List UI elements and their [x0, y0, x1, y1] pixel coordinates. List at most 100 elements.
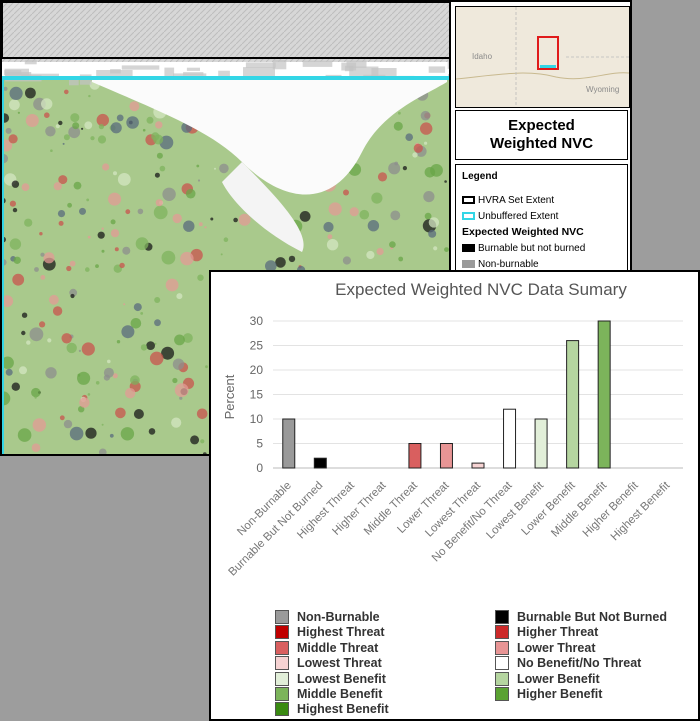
legend-label: Non-burnable	[478, 258, 539, 270]
chart-legend-label: Middle Threat	[297, 640, 379, 655]
y-tick-label: 0	[256, 461, 263, 475]
chart-legend-swatch	[495, 687, 509, 701]
map-texture-blob	[265, 260, 277, 272]
map-texture-blob	[73, 181, 82, 190]
map-texture-blob	[115, 407, 126, 419]
x-tick-label: Lowest Threat	[423, 479, 483, 539]
map-texture-blob	[59, 415, 65, 421]
map-texture-blob	[52, 306, 63, 316]
map-texture-blob	[328, 202, 342, 216]
map-texture-blob	[17, 111, 20, 114]
map-texture-blob	[423, 191, 435, 203]
map-texture-blob	[198, 222, 203, 227]
map-texture-blob	[444, 180, 447, 183]
unbuffered-extent-outline	[2, 76, 449, 454]
chart-legend-label: Highest Benefit	[297, 702, 389, 717]
map-texture-blob	[101, 249, 105, 253]
chart-legend-item: Highest Benefit	[275, 702, 389, 717]
map-texture-blob	[2, 295, 14, 307]
map-texture-blob	[70, 293, 75, 299]
map-texture-blob	[174, 383, 189, 397]
map-texture-blob	[398, 256, 404, 262]
map-texture-blob	[29, 327, 44, 342]
chart-legend-swatch	[275, 610, 289, 624]
locator-label-idaho: Idaho	[472, 52, 493, 61]
hillshade-texture	[173, 73, 207, 77]
chart-legend-item: Higher Threat	[495, 625, 598, 640]
map-texture-blob	[109, 433, 114, 438]
chart-legend-label: No Benefit/No Threat	[517, 656, 642, 671]
map-texture-blob	[97, 135, 107, 144]
map-texture-blob	[394, 161, 399, 166]
x-tick-label: Highest Benefit	[609, 479, 673, 543]
chart-legend-item: Middle Benefit	[275, 687, 382, 701]
x-tick-label: Non-Burnable	[235, 480, 294, 539]
map-texture-blob	[99, 448, 107, 454]
map-texture-blob	[9, 86, 23, 100]
chart-legend-item: Middle Threat	[275, 640, 379, 655]
map-texture-blob	[39, 232, 43, 236]
chart-legend-item: Lowest Threat	[275, 656, 382, 671]
map-texture-blob	[78, 406, 85, 413]
chart-legend-swatch	[495, 625, 509, 640]
map-texture-blob	[326, 239, 339, 251]
map-texture-blob	[388, 162, 401, 175]
map-texture-blob	[155, 199, 163, 207]
hillshade-texture	[447, 60, 449, 69]
map-texture-blob	[377, 172, 388, 182]
map-texture-blob	[5, 127, 12, 134]
map-texture-blob	[148, 428, 156, 435]
chart-legend-item: Lower Threat	[495, 640, 596, 655]
map-texture-blob	[172, 358, 185, 370]
map-texture-blob	[142, 128, 146, 132]
y-tick-label: 10	[250, 412, 264, 426]
map-texture-blob	[433, 246, 438, 251]
map-texture-blob	[103, 374, 110, 381]
map-texture-blob	[11, 180, 20, 188]
map-texture-blob	[156, 152, 163, 159]
map-texture-blob	[133, 303, 142, 312]
chart-legend-label: Higher Benefit	[517, 687, 603, 701]
map-texture-blob	[31, 443, 41, 453]
legend-swatch	[462, 212, 475, 220]
map-texture-blob	[220, 253, 223, 256]
map-texture-blob	[444, 247, 449, 253]
map-texture-blob	[122, 246, 131, 255]
hillshade-texture	[346, 60, 367, 68]
bar-middle-threat	[408, 443, 422, 469]
map-texture-blob	[63, 134, 70, 141]
map-texture-blob	[24, 218, 33, 227]
map-texture-blob	[183, 333, 193, 343]
map-texture-blob	[108, 192, 122, 206]
map-texture-blob	[133, 409, 144, 419]
legend-item-non-burnable: Non-burnable	[462, 256, 621, 272]
map-texture-blob	[154, 172, 160, 178]
map-texture-blob	[146, 341, 156, 350]
legend-swatch	[462, 260, 475, 268]
locator-map[interactable]: Idaho Wyoming	[455, 6, 630, 108]
bar-no-benefit-no-threat	[503, 408, 517, 469]
map-texture-blob	[185, 188, 196, 199]
map-texture-blob	[69, 260, 76, 267]
map-texture-blob	[69, 426, 84, 441]
chart-legend-item: Lower Benefit	[495, 671, 600, 686]
map-texture-blob	[68, 126, 81, 139]
map-texture-blob	[172, 377, 178, 384]
map-texture-blob	[428, 229, 437, 238]
map-texture-blob	[389, 241, 396, 248]
map-texture-blob	[125, 209, 131, 215]
map-texture-blob	[41, 98, 53, 110]
map-texture-blob	[97, 231, 105, 239]
legend-subtitle: Expected Weighted NVC	[462, 226, 584, 238]
map-texture-blob	[61, 333, 72, 344]
map-texture-blob	[49, 294, 59, 305]
map-texture-blob	[19, 366, 27, 375]
map-texture-blob	[26, 340, 31, 345]
map-texture-blob	[44, 112, 50, 118]
map-texture-blob	[67, 202, 72, 208]
non-burnable-white-area-2	[222, 162, 304, 252]
hillshade-texture	[243, 67, 275, 78]
chart-legend-item: Non-Burnable	[275, 610, 380, 624]
map-texture-blob	[126, 116, 139, 129]
map-texture-blob	[64, 89, 69, 95]
